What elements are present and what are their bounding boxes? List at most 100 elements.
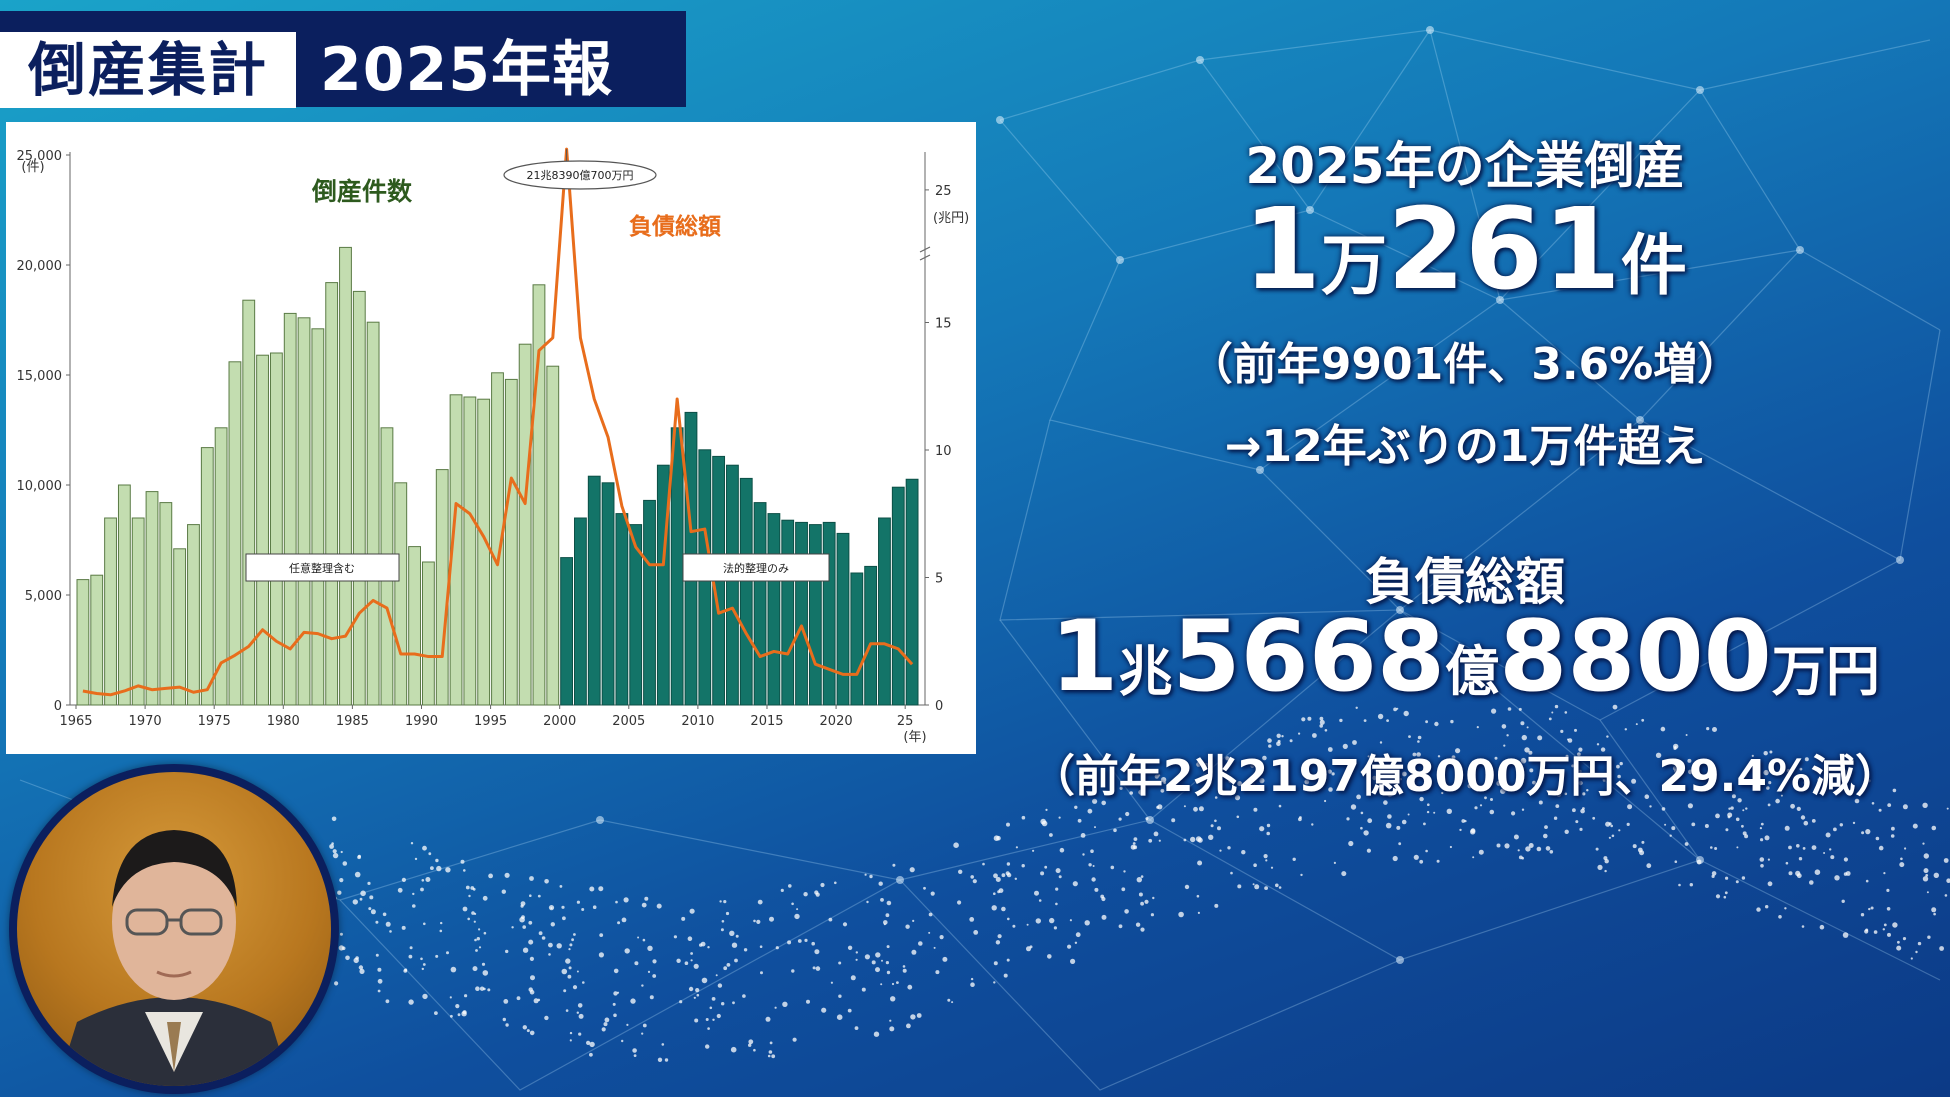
wave-dot [1270, 866, 1274, 869]
wave-dot [1532, 780, 1536, 785]
wave-dot [617, 921, 621, 925]
wave-dot [1565, 754, 1569, 758]
wave-dot [1513, 834, 1519, 840]
right-axis-unit: (兆円) [933, 211, 969, 226]
wave-dot [847, 945, 853, 950]
wave-dot [1882, 928, 1886, 931]
wave-dot [1259, 778, 1265, 784]
bar-1976 [228, 361, 242, 706]
wave-dot [1946, 878, 1950, 883]
wave-dot [1900, 857, 1903, 861]
wave-dot [1843, 872, 1848, 876]
wave-dot [1319, 719, 1325, 725]
wave-dot [1728, 807, 1731, 810]
wave-dot [1943, 858, 1949, 863]
wave-dot [1140, 901, 1144, 906]
wave-dot [1136, 877, 1143, 883]
wave-dot [1778, 915, 1782, 919]
wave-dot [1006, 872, 1012, 878]
wave-dot [409, 946, 413, 950]
wave-dot [1029, 945, 1033, 949]
wave-dot [753, 1048, 756, 1052]
wave-dot [1360, 811, 1364, 815]
wave-dot [1760, 864, 1764, 868]
wave-dot [522, 925, 526, 929]
wave-dot [814, 949, 820, 955]
wave-dot [1350, 804, 1357, 810]
wave-dot [767, 1054, 771, 1058]
wave-dot [1349, 765, 1353, 769]
wave-dot [1307, 716, 1312, 721]
wave-dot [1393, 707, 1397, 712]
wave-dot [1896, 945, 1902, 951]
wave-dot [1148, 838, 1153, 843]
wave-dot [589, 1052, 593, 1057]
wave-dot [457, 1013, 461, 1017]
wave-dot [612, 1002, 616, 1006]
wave-dot [1455, 748, 1461, 754]
wave-dot [1710, 846, 1713, 849]
wave-dot [688, 986, 694, 992]
wave-dot [1503, 744, 1506, 747]
bar-1969 [131, 517, 145, 706]
wave-dot [1484, 796, 1487, 800]
wave-dot [1007, 917, 1010, 921]
wave-dot [1459, 828, 1462, 832]
bar-1991 [435, 469, 449, 706]
wave-dot [1804, 757, 1809, 762]
wave-dot [821, 1007, 827, 1013]
wave-dot [652, 974, 657, 978]
wave-dot [1886, 888, 1890, 893]
wave-dot [1355, 706, 1358, 709]
wave-dot [1549, 850, 1554, 854]
wave-dot [1579, 827, 1583, 832]
legend-count-label: 倒産件数 [311, 177, 413, 206]
wave-dot [1890, 834, 1895, 838]
wave-dot [1101, 896, 1106, 902]
wave-dot [1196, 894, 1200, 898]
wave-dot [1006, 862, 1011, 866]
wave-dot [436, 865, 442, 872]
wave-dot [1624, 728, 1628, 731]
wave-dot [1387, 814, 1392, 819]
wave-dot [1203, 762, 1209, 768]
wave-dot [1517, 849, 1520, 852]
wave-dot [1158, 839, 1161, 842]
debt-unit-oku: 億 [1445, 640, 1500, 703]
wave-dot [695, 988, 700, 993]
wave-dot [1436, 859, 1440, 863]
wave-dot [1578, 769, 1582, 774]
wave-dot [1268, 744, 1272, 748]
wave-dot [1925, 874, 1929, 877]
wave-dot [1253, 807, 1258, 812]
left-axis-unit: (件) [21, 160, 44, 175]
wave-dot [1543, 833, 1548, 839]
wave-dot [687, 936, 693, 941]
wave-dot [1241, 850, 1246, 855]
bar-1981 [297, 317, 311, 706]
wave-dot [1228, 778, 1234, 784]
wave-dot [1839, 823, 1844, 827]
wave-dot [1450, 719, 1454, 724]
wave-dot [1525, 846, 1531, 852]
wave-dot [731, 942, 738, 948]
wave-dot [1373, 756, 1376, 759]
wave-dot [780, 888, 784, 893]
wave-dot [759, 945, 763, 948]
wave-dot [1214, 819, 1217, 823]
wave-dot [569, 1039, 572, 1042]
wave-dot [529, 876, 534, 881]
wave-dot [1814, 869, 1821, 875]
wave-dot [885, 913, 890, 918]
wave-dot [482, 895, 488, 901]
wave-dot [1897, 940, 1900, 944]
title-main: 倒産集計 [0, 32, 296, 108]
wave-dot [1128, 781, 1132, 785]
wave-dot [644, 896, 649, 901]
wave-dot [748, 1043, 752, 1047]
right-tick-label-2: 10 [935, 444, 952, 459]
wave-dot [782, 1001, 788, 1007]
wave-dot [690, 959, 693, 962]
wave-dot [1276, 733, 1281, 738]
wave-dot [696, 993, 700, 997]
